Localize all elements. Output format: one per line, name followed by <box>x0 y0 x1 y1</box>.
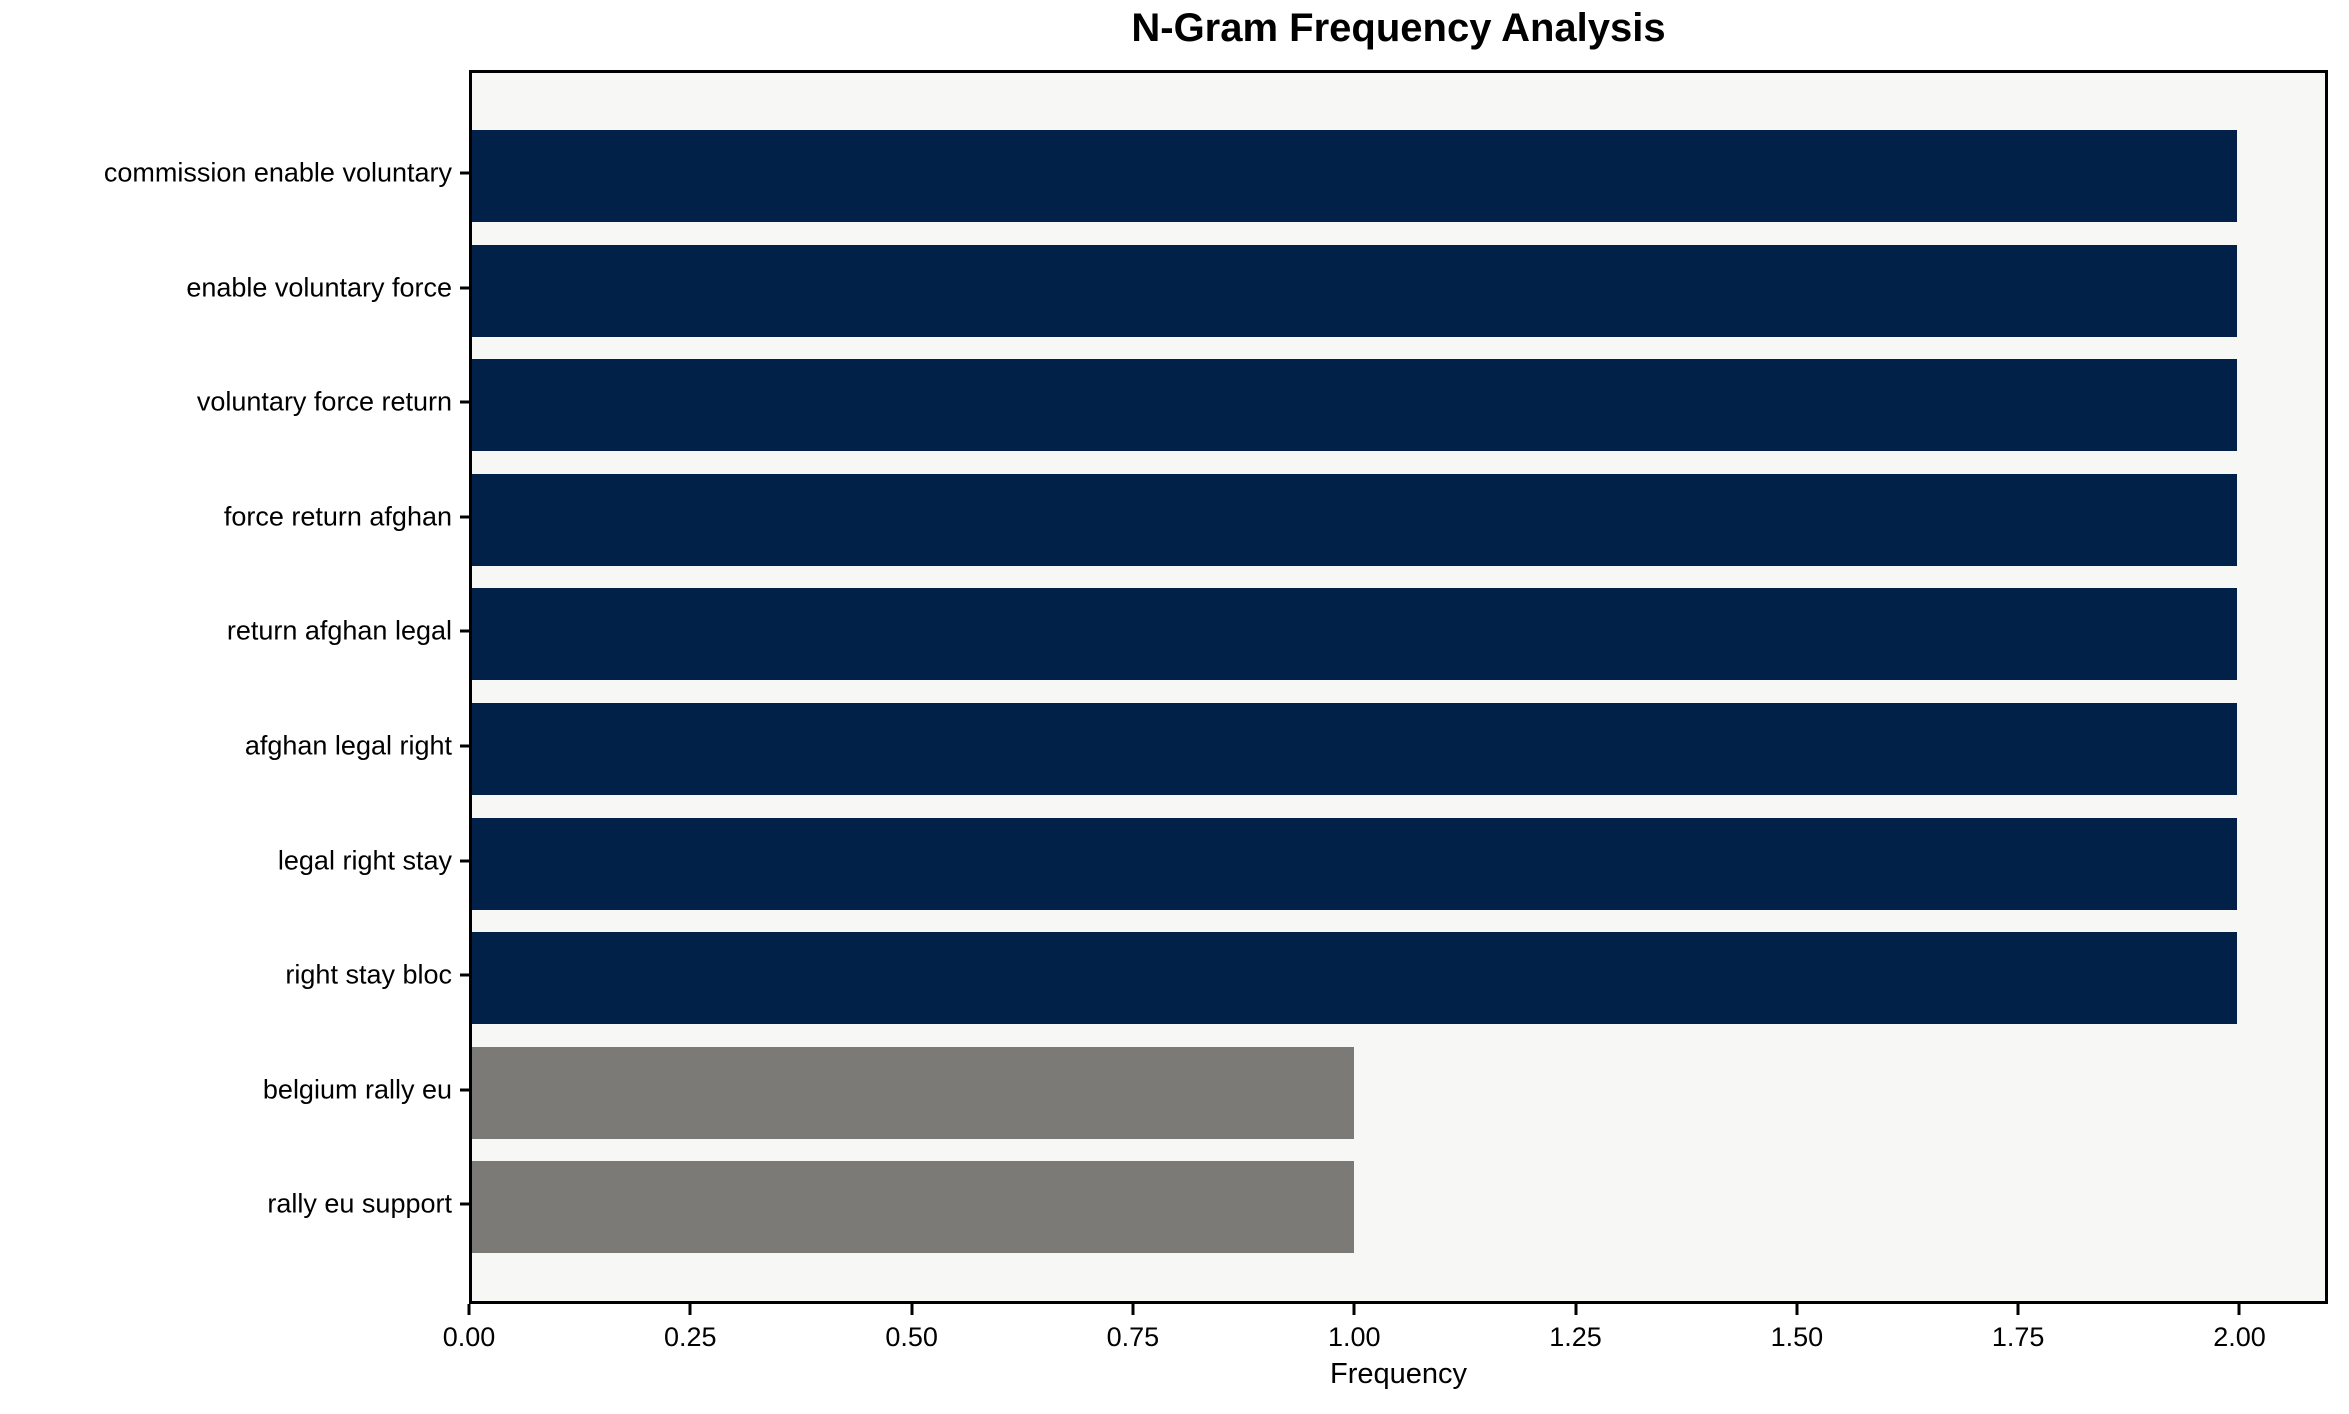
x-tick-mark <box>467 1304 471 1315</box>
x-tick-mark <box>2016 1304 2020 1315</box>
x-tick-mark <box>688 1304 692 1315</box>
bar <box>472 703 2237 795</box>
x-tick-label: 0.75 <box>1106 1322 1160 1352</box>
x-axis-label: Frequency <box>1329 1358 1467 1390</box>
y-tick-mark <box>460 744 469 748</box>
x-tick-mark <box>1574 1304 1578 1315</box>
y-tick-label: voluntary force return <box>196 386 452 417</box>
chart-title: N-Gram Frequency Analysis <box>1131 6 1666 50</box>
y-tick-mark <box>460 515 469 519</box>
y-tick-label: rally eu support <box>267 1188 452 1219</box>
y-tick-label: legal right stay <box>277 845 452 876</box>
y-tick-label: enable voluntary force <box>186 272 452 303</box>
y-tick-mark <box>460 171 469 175</box>
x-tick-mark <box>2237 1304 2241 1315</box>
bar <box>472 932 2237 1025</box>
y-tick-mark <box>460 400 469 404</box>
y-tick-label: afghan legal right <box>244 730 452 761</box>
x-tick-mark <box>1795 1304 1799 1315</box>
y-tick-label: belgium rally eu <box>262 1074 452 1105</box>
bar <box>472 359 2237 452</box>
x-tick-label: 1.25 <box>1549 1322 1602 1352</box>
x-tick-label: 2.00 <box>2213 1322 2266 1352</box>
x-tick-label: 1.75 <box>1991 1322 2045 1352</box>
x-tick-mark <box>1352 1304 1356 1315</box>
x-tick-label: 0.00 <box>442 1322 496 1352</box>
x-tick-label: 1.00 <box>1327 1322 1381 1352</box>
bar <box>472 1046 1355 1139</box>
bar <box>472 473 2237 566</box>
bar <box>472 130 2237 222</box>
x-tick-label: 1.50 <box>1770 1322 1824 1352</box>
bar <box>472 1161 1355 1254</box>
bar <box>472 588 2237 681</box>
y-tick-mark <box>460 1088 469 1092</box>
bar <box>472 817 2237 910</box>
bar <box>472 244 2237 337</box>
y-tick-mark <box>460 859 469 863</box>
plot-area <box>469 70 2328 1304</box>
y-tick-mark <box>460 973 469 977</box>
y-tick-mark <box>460 629 469 633</box>
x-tick-mark <box>1131 1304 1135 1315</box>
x-tick-label: 0.25 <box>664 1322 717 1352</box>
y-tick-label: return afghan legal <box>226 615 452 646</box>
y-tick-label: right stay bloc <box>285 959 452 990</box>
y-tick-label: commission enable voluntary <box>103 157 452 188</box>
x-tick-mark <box>910 1304 914 1315</box>
y-tick-mark <box>460 286 469 290</box>
y-tick-label: force return afghan <box>223 501 452 532</box>
x-tick-label: 0.50 <box>885 1322 938 1352</box>
y-tick-mark <box>460 1202 469 1206</box>
